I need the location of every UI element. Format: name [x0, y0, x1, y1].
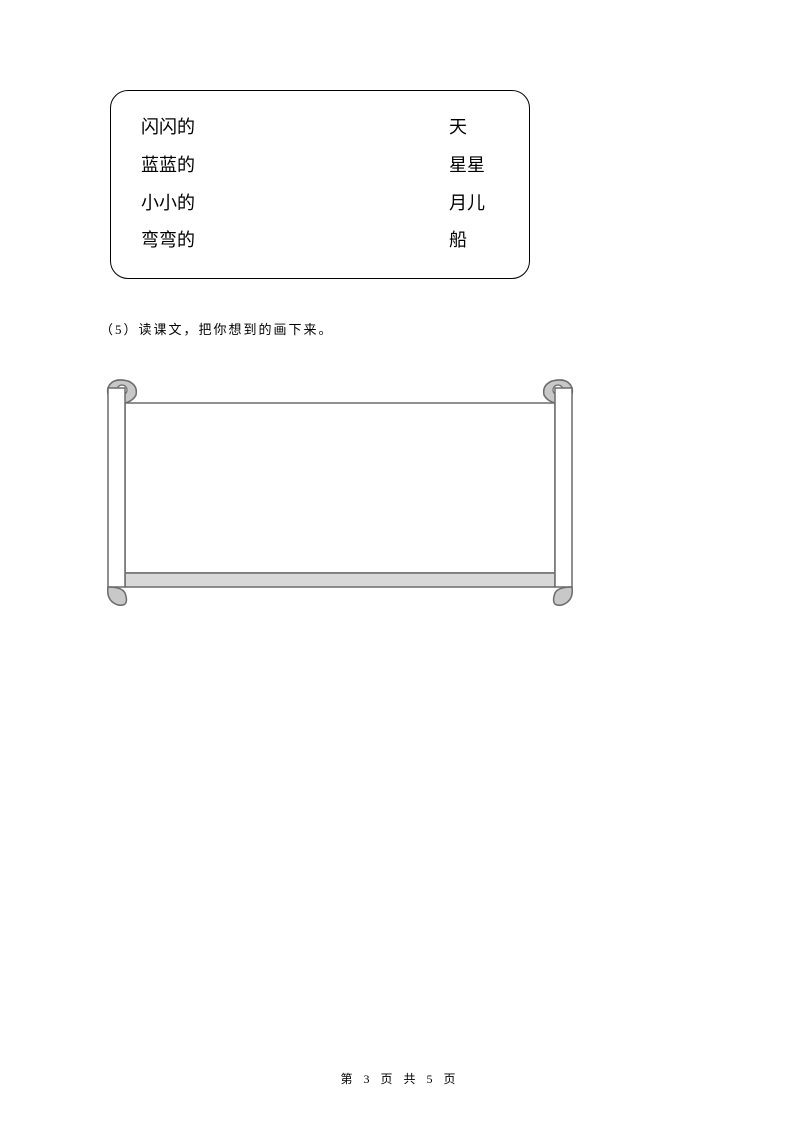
question-5-text: （5）读课文，把你想到的画下来。 — [100, 319, 700, 338]
word-matching-box: 闪闪的 天 蓝蓝的 星星 小小的 月儿 弯弯的 船 — [110, 90, 530, 279]
page-footer: 第 3 页 共 5 页 — [0, 1070, 800, 1087]
word-right: 星星 — [449, 147, 499, 185]
word-left: 弯弯的 — [141, 222, 195, 260]
word-row: 弯弯的 船 — [141, 222, 499, 260]
word-row: 闪闪的 天 — [141, 109, 499, 147]
word-row: 蓝蓝的 星星 — [141, 147, 499, 185]
scroll-drawing-area — [100, 373, 580, 613]
word-right: 船 — [449, 222, 499, 260]
word-left: 闪闪的 — [141, 109, 195, 147]
word-left: 小小的 — [141, 185, 195, 223]
word-left: 蓝蓝的 — [141, 147, 195, 185]
word-row: 小小的 月儿 — [141, 185, 499, 223]
word-right: 天 — [449, 109, 499, 147]
word-right: 月儿 — [449, 185, 499, 223]
